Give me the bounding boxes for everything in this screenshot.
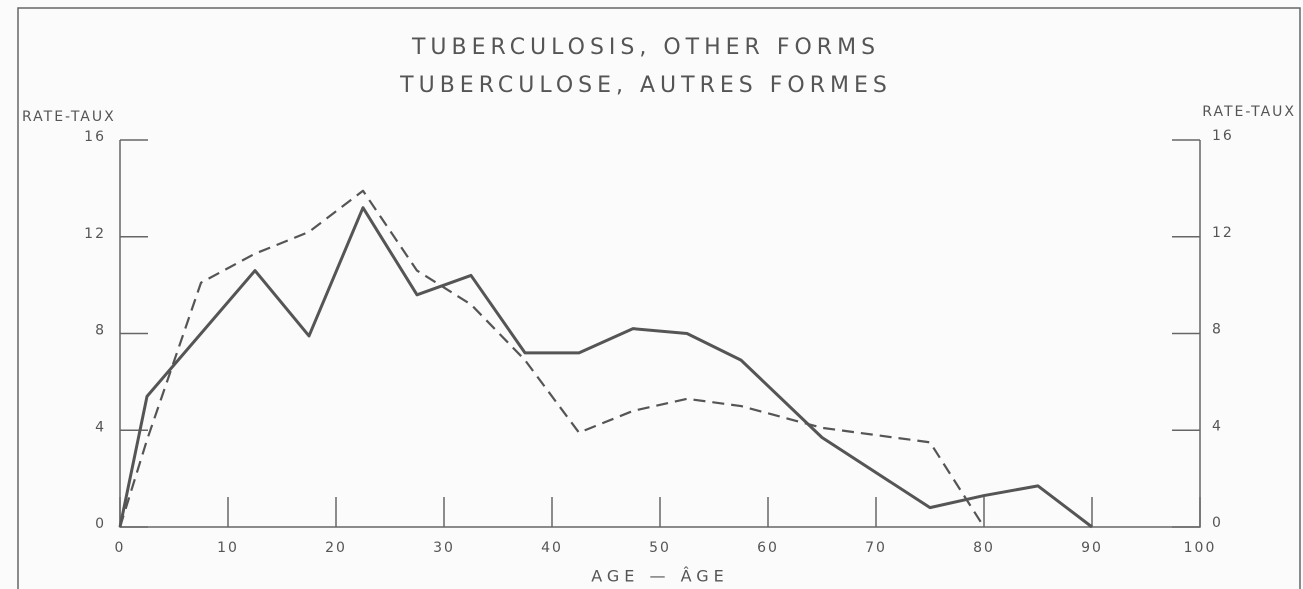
chart-subtitle: TUBERCULOSE, AUTRES FORMES — [399, 73, 892, 98]
y2-tick-label: 4 — [1212, 418, 1223, 434]
y-tick-label: 16 — [84, 129, 106, 145]
x-tick-label: 70 — [865, 540, 887, 556]
y2-tick-label: 0 — [1212, 515, 1223, 531]
y2-axis-label: RATE-TAUX — [1202, 104, 1296, 120]
y-tick-label: 8 — [95, 323, 106, 339]
y-tick-label: 4 — [95, 419, 106, 435]
chart-title: TUBERCULOSIS, OTHER FORMS — [411, 35, 880, 60]
y2-tick-label: 8 — [1212, 322, 1223, 338]
y2-tick-label: 12 — [1212, 225, 1234, 241]
x-tick-label: 30 — [433, 540, 455, 556]
x-tick-label: 100 — [1184, 540, 1217, 556]
x-tick-label: 20 — [325, 540, 347, 556]
series-line — [118, 206, 1093, 529]
y-tick-label: 0 — [95, 516, 106, 532]
x-tick-label: 40 — [541, 540, 563, 556]
x-tick-label: 10 — [217, 540, 239, 556]
y-axis-label: RATE-TAUX — [22, 109, 116, 125]
x-tick-label: 0 — [115, 540, 126, 556]
series-line — [118, 189, 985, 528]
frame — [17, 7, 1301, 589]
x-tick-label: 80 — [973, 540, 995, 556]
x-axis-label: AGE — ÂGE — [591, 567, 729, 586]
y-tick-label: 12 — [84, 226, 106, 242]
x-tick-label: 60 — [757, 540, 779, 556]
x-tick-label: 50 — [649, 540, 671, 556]
x-tick-label: 90 — [1081, 540, 1103, 556]
y2-tick-label: 16 — [1212, 128, 1234, 144]
